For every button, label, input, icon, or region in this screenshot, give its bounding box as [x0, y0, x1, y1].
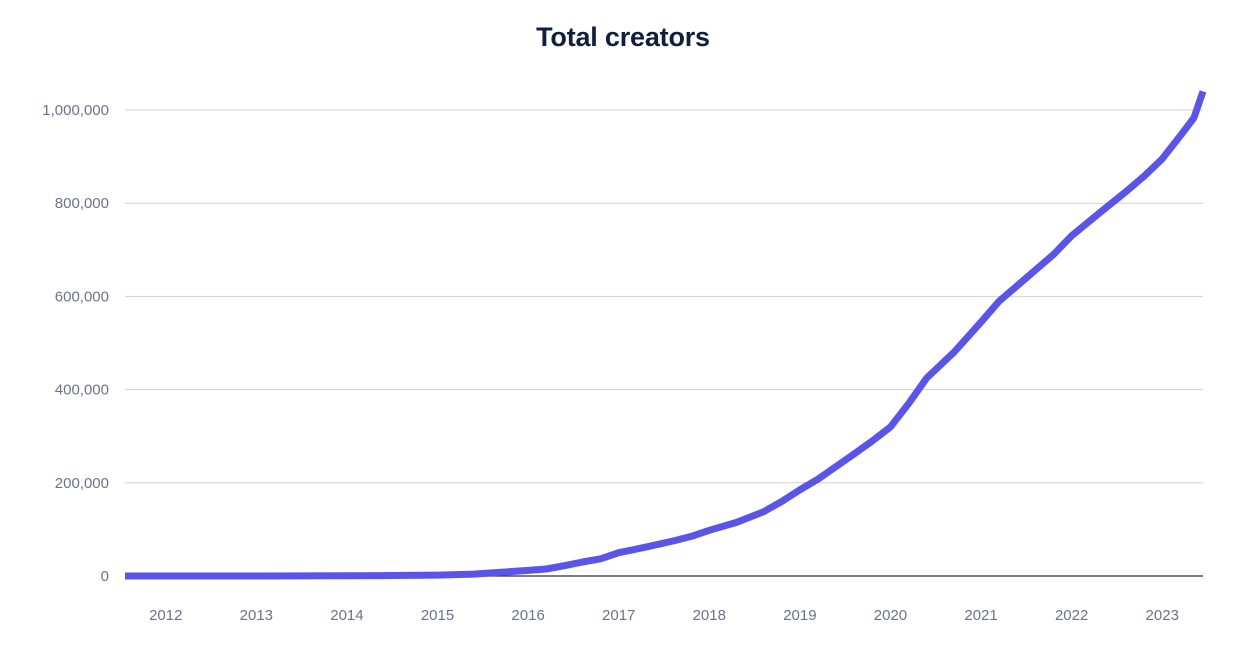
- x-tick-label: 2015: [421, 607, 454, 624]
- y-tick-label: 200,000: [55, 475, 109, 492]
- series-line-total-creators: [125, 90, 1207, 580]
- y-tick-label: 0: [101, 568, 109, 585]
- x-tick-label: 2014: [330, 607, 363, 624]
- x-tick-label: 2018: [693, 607, 726, 624]
- x-tick-label: 2022: [1055, 607, 1088, 624]
- chart-title: Total creators: [536, 22, 710, 52]
- y-tick-label: 800,000: [55, 195, 109, 212]
- y-tick-label: 600,000: [55, 288, 109, 305]
- y-tick-label: 1,000,000: [42, 102, 109, 119]
- x-tick-label: 2019: [783, 607, 816, 624]
- x-tick-label: 2016: [511, 607, 544, 624]
- y-tick-label: 400,000: [55, 382, 109, 399]
- x-tick-label: 2021: [964, 607, 997, 624]
- x-tick-label: 2012: [149, 607, 182, 624]
- x-tick-label: 2020: [874, 607, 907, 624]
- x-tick-label: 2013: [240, 607, 273, 624]
- x-tick-label: 2023: [1146, 607, 1179, 624]
- x-tick-label: 2017: [602, 607, 635, 624]
